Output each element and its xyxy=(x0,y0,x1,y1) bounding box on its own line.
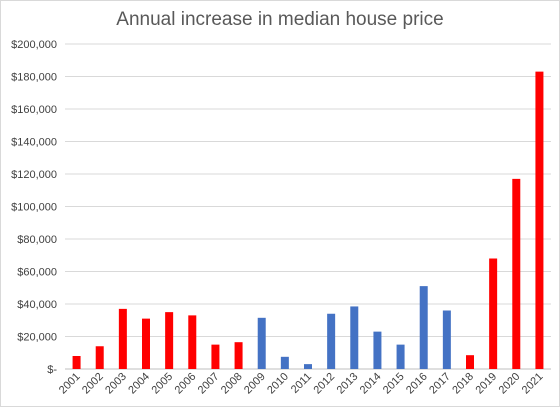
x-tick-label: 2002 xyxy=(80,371,106,397)
bar-2013 xyxy=(350,306,359,369)
y-tick-label: $20,000 xyxy=(17,332,57,344)
x-tick-label: 2010 xyxy=(265,371,291,397)
bars xyxy=(72,71,544,369)
bar-2006 xyxy=(188,315,197,369)
x-axis-ticks: 2001200220032004200520062007200820092010… xyxy=(57,371,546,397)
x-tick-label: 2021 xyxy=(520,371,546,397)
bar-2005 xyxy=(165,312,174,369)
bar-2002 xyxy=(95,346,104,369)
x-tick-label: 2019 xyxy=(473,371,499,397)
x-tick-label: 2008 xyxy=(219,371,245,397)
y-tick-label: $180,000 xyxy=(11,72,57,84)
y-tick-label: $100,000 xyxy=(11,202,57,214)
x-tick-label: 2006 xyxy=(173,371,199,397)
y-tick-label: $160,000 xyxy=(11,104,57,116)
x-tick-label: 2003 xyxy=(103,371,129,397)
chart-title: Annual increase in median house price xyxy=(116,9,444,30)
bar-2020 xyxy=(512,178,521,369)
x-tick-label: 2009 xyxy=(242,371,268,397)
x-tick-label: 2015 xyxy=(381,371,407,397)
x-tick-label: 2017 xyxy=(427,371,453,397)
bar-2014 xyxy=(373,331,382,369)
bar-2019 xyxy=(489,258,498,369)
x-tick-label: 2005 xyxy=(149,371,175,397)
bar-2003 xyxy=(118,308,127,369)
bar-2009 xyxy=(257,317,266,369)
bar-2008 xyxy=(234,342,243,369)
bar-2012 xyxy=(327,313,336,369)
bar-2007 xyxy=(211,344,220,369)
x-tick-label: 2007 xyxy=(196,371,222,397)
x-tick-label: 2001 xyxy=(57,371,83,397)
bar-2011 xyxy=(304,364,312,369)
y-tick-label: $40,000 xyxy=(17,299,57,311)
x-tick-label: 2004 xyxy=(126,371,152,397)
x-tick-label: 2013 xyxy=(335,371,361,397)
x-tick-label: 2012 xyxy=(311,371,337,397)
bar-2010 xyxy=(280,356,289,369)
x-tick-label: 2014 xyxy=(358,371,384,397)
bar-2001 xyxy=(72,356,81,369)
y-tick-label: $200,000 xyxy=(11,39,57,51)
bar-2021 xyxy=(535,71,544,369)
x-tick-label: 2018 xyxy=(450,371,476,397)
x-tick-label: 2016 xyxy=(404,371,430,397)
y-tick-label: $60,000 xyxy=(17,267,57,279)
bar-2015 xyxy=(396,344,405,369)
y-axis-ticks: $- $20,000 $40,000 $60,000 $80,000 $100,000 $1… xyxy=(11,39,57,376)
y-tick-label: $120,000 xyxy=(11,169,57,181)
bar-2017 xyxy=(442,310,451,369)
y-tick-label: $140,000 xyxy=(11,137,57,149)
gridlines xyxy=(65,43,551,370)
bar-2004 xyxy=(142,318,150,369)
y-tick-label: $80,000 xyxy=(17,234,57,246)
x-tick-label: 2011 xyxy=(289,371,314,396)
x-tick-label: 2020 xyxy=(497,371,523,397)
y-tick-label: $- xyxy=(47,364,57,376)
bar-2018 xyxy=(466,355,474,369)
bar-2016 xyxy=(419,286,428,369)
